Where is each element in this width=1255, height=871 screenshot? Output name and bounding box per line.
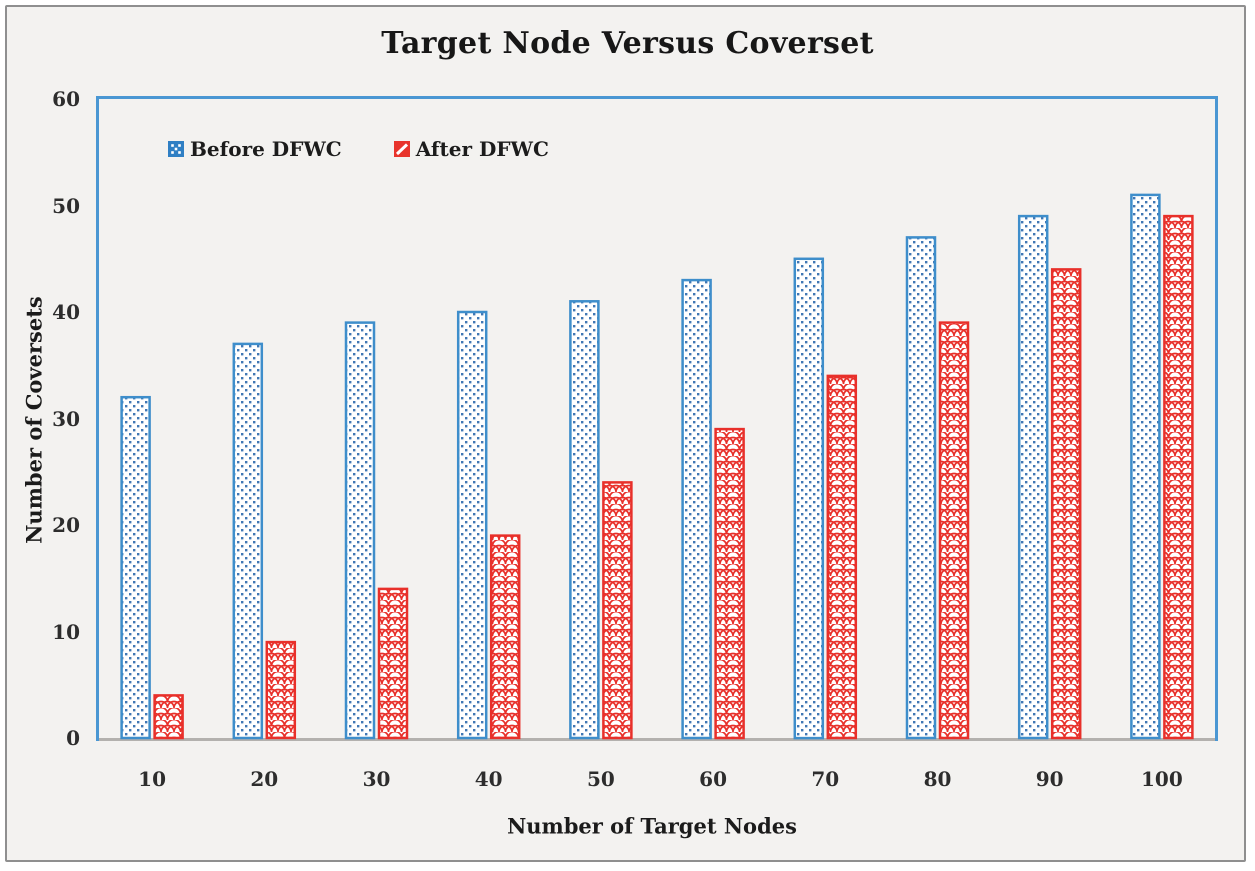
bar-before-dfwc-30 bbox=[344, 321, 376, 740]
plot-border-line bbox=[96, 96, 1218, 741]
bar-after-dfwc-50 bbox=[602, 481, 633, 740]
bar-after-dfwc-60 bbox=[714, 427, 745, 740]
bar-before-dfwc-90 bbox=[1017, 214, 1049, 740]
chart-title: Target Node Versus Coverset bbox=[381, 26, 874, 61]
bars-group bbox=[120, 193, 1194, 740]
bar-before-dfwc-10 bbox=[120, 395, 151, 740]
legend-entry-before-dfwc: Before DFWC bbox=[168, 137, 342, 161]
bar-before-dfwc-70 bbox=[793, 257, 825, 740]
x-axis-title: Number of Target Nodes bbox=[507, 813, 797, 839]
legend-label-after-dfwc: After DFWC bbox=[415, 137, 549, 161]
bar-after-dfwc-40 bbox=[489, 534, 521, 740]
legend: Before DFWC After DFWC bbox=[168, 137, 549, 161]
bar-after-dfwc-10 bbox=[153, 694, 184, 740]
bar-before-dfwc-40 bbox=[456, 310, 488, 740]
y-axis-title: Number of Coversets bbox=[21, 296, 47, 544]
bar-before-dfwc-60 bbox=[681, 278, 712, 740]
bar-before-dfwc-80 bbox=[905, 236, 937, 740]
bar-after-dfwc-100 bbox=[1163, 214, 1194, 740]
legend-entry-after-dfwc: After DFWC bbox=[393, 137, 549, 161]
legend-label-before-dfwc: Before DFWC bbox=[190, 137, 342, 161]
plot-area bbox=[96, 96, 1218, 741]
legend-marker-after-dfwc-icon bbox=[393, 141, 410, 157]
bar-after-dfwc-70 bbox=[826, 374, 858, 740]
bar-before-dfwc-20 bbox=[232, 342, 264, 740]
bar-after-dfwc-30 bbox=[377, 587, 409, 740]
legend-marker-before-dfwc-icon bbox=[168, 141, 184, 157]
bar-before-dfwc-50 bbox=[569, 300, 600, 740]
bar-after-dfwc-80 bbox=[938, 321, 970, 740]
bar-before-dfwc-100 bbox=[1130, 193, 1161, 740]
bar-after-dfwc-20 bbox=[265, 640, 297, 740]
bar-after-dfwc-90 bbox=[1050, 268, 1082, 740]
